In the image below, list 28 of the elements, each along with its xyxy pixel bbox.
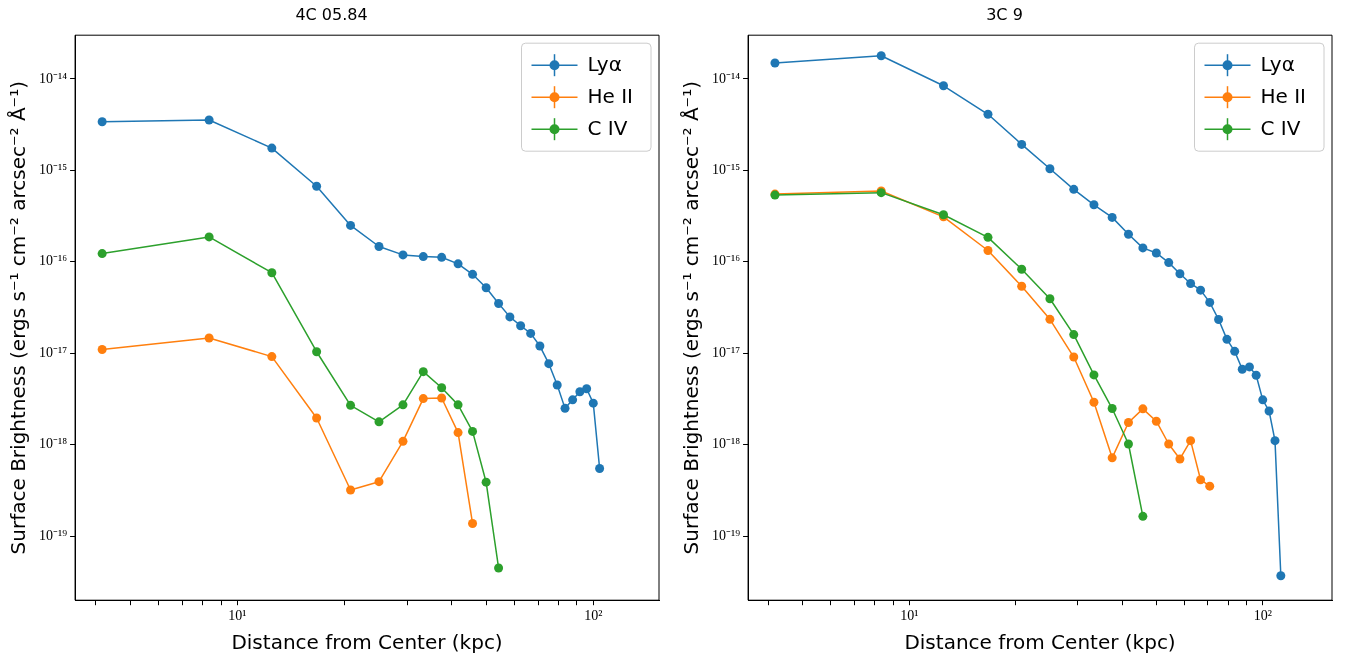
y-tick-label: 10⁻¹⁵ xyxy=(39,162,68,177)
y-tick-label: 10⁻¹⁶ xyxy=(712,253,741,269)
legend-label: C IV xyxy=(1260,116,1301,141)
y-axis-title: Surface Brightness (ergs s⁻¹ cm⁻² arcsec⁻² Å⁻¹) xyxy=(6,81,31,555)
legend-label: Lyα xyxy=(1260,52,1295,77)
x-tick-label: 10¹ xyxy=(900,608,919,624)
legend-label: Lyα xyxy=(587,52,622,77)
y-tick-label: 10⁻¹⁹ xyxy=(712,527,741,543)
y-tick-label: 10⁻¹⁴ xyxy=(39,70,68,86)
chart-title: 4C 05.84 xyxy=(295,4,368,24)
x-tick-label: 10¹ xyxy=(228,608,247,624)
y-tick-label: 10⁻¹⁷ xyxy=(39,344,68,360)
chart-title: 3C 9 xyxy=(986,4,1023,24)
legend-label: He II xyxy=(587,84,633,109)
y-tick-label: 10⁻¹⁸ xyxy=(712,436,741,452)
y-tick-label: 10⁻¹⁷ xyxy=(712,344,741,360)
y-tick-label: 10⁻¹⁹ xyxy=(39,527,68,543)
y-axis-title: Surface Brightness (ergs s⁻¹ cm⁻² arcsec⁻² Å⁻¹) xyxy=(679,81,704,555)
y-tick-label: 10⁻¹⁴ xyxy=(712,70,741,86)
y-tick-label: 10⁻¹⁵ xyxy=(712,162,741,177)
y-tick-label: 10⁻¹⁶ xyxy=(39,253,68,269)
x-axis-title: Distance from Center (kpc) xyxy=(904,630,1176,655)
legend-label: C IV xyxy=(587,116,628,141)
x-tick-label: 10² xyxy=(584,608,603,624)
x-axis-title: Distance from Center (kpc) xyxy=(231,630,503,655)
legend-label: He II xyxy=(1260,84,1306,109)
x-tick-label: 10² xyxy=(1253,608,1272,624)
y-tick-label: 10⁻¹⁸ xyxy=(39,436,68,452)
